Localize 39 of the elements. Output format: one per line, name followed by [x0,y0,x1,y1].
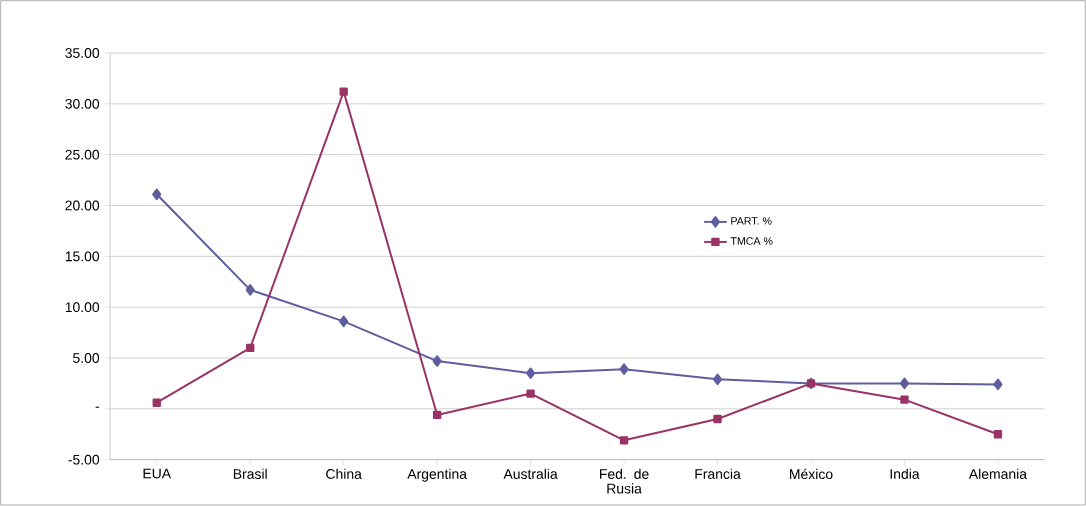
x-tick-label: Fed. de Rusia [600,468,649,494]
point [619,363,629,376]
point [900,395,909,405]
point [993,378,1003,391]
point [619,436,629,445]
y-tick-label: 20.00 [65,200,100,211]
x-tick-label: China [326,468,362,480]
point [713,414,722,424]
legend-label: TMCA % [730,237,773,245]
x-tick-label: India [890,468,920,480]
point [152,398,161,408]
x-tick-label: México [790,468,833,480]
y-tick-label: 35.00 [65,48,100,59]
x-tick-label: EUA [143,468,172,479]
point [432,355,442,367]
point [899,377,910,390]
y-tick-label: 30.00 [65,99,100,109]
point [339,315,349,328]
x-tick-label: Francia [695,468,741,480]
point [526,389,535,398]
point [339,87,348,96]
y-tick-label: 25.00 [65,149,100,160]
x-tick-label: Alemania [968,468,1027,480]
y-tick-label: -5.00 [68,454,100,465]
x-tick-label: Brasil [233,468,267,480]
y-tick-label: 5.00 [73,353,100,364]
y-tick-label: 15.00 [65,251,100,262]
x-tick-label: Argentina [407,468,467,482]
point [712,373,723,386]
point [526,367,536,380]
x-tick-label: Australia [503,468,558,480]
point [993,430,1003,439]
legend-label: PART. % [731,217,772,225]
y-tick-label: - [95,406,100,408]
point [246,343,255,353]
point [432,410,442,420]
point [152,188,162,201]
point [245,284,255,296]
y-tick-label: 10.00 [65,302,100,313]
